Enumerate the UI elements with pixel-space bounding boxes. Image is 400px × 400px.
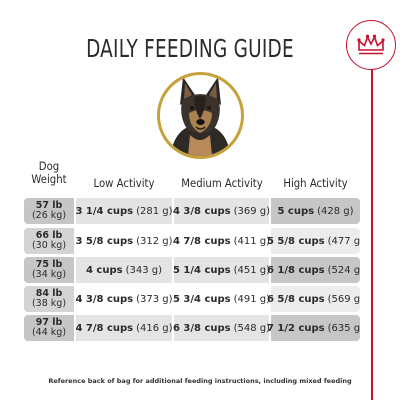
cups-value: 4 7/8 cups [75, 322, 134, 334]
grams-value: (369 g) [233, 205, 271, 217]
cups-value: 5 cups [277, 205, 315, 217]
grams-value: (428 g) [317, 205, 354, 217]
high-activity-cell: 6 5/8 cups(569 g) [267, 286, 360, 312]
cups-value: 4 3/8 cups [172, 205, 231, 217]
header-medium-activity: Medium Activity [181, 176, 263, 190]
cups-value: 5 1/4 cups [172, 264, 231, 276]
header-weight-label: Weight [31, 172, 67, 186]
grams-value: (451 g) [233, 264, 271, 276]
medium-activity-cell: 5 3/4 cups (491 g) [172, 286, 271, 312]
weight-cell: 75 lb (34 kg) [24, 257, 74, 283]
high-activity-cell: 7 1/2 cups(635 g) [267, 315, 360, 341]
cups-value: 4 7/8 cups [172, 235, 231, 247]
grams-value: (373 g) [136, 293, 173, 305]
header-dog-label: Dog [38, 159, 60, 173]
low-activity-cell: 4 cups (343 g) [76, 257, 172, 283]
weight-cell: 57 lb (26 kg) [24, 198, 74, 224]
weight-lb: 57 lb [35, 200, 63, 211]
grams-value: (411 g) [233, 235, 271, 247]
grams-value: (491 g) [233, 293, 271, 305]
brand-logo [346, 20, 396, 70]
weight-lb: 97 lb [35, 317, 63, 328]
header-dog-weight: Dog Weight [27, 160, 71, 186]
cups-value: 5 3/4 cups [172, 293, 231, 305]
low-activity-cell: 4 7/8 cups (416 g) [75, 315, 173, 341]
weight-kg: (38 kg) [31, 298, 67, 309]
weight-kg: (30 kg) [31, 240, 67, 251]
grams-value: (416 g) [136, 322, 173, 334]
footnote: Reference back of bag for additional fee… [48, 377, 352, 385]
cups-value: 4 3/8 cups [75, 293, 134, 305]
header-high-activity: High Activity [283, 176, 348, 190]
grams-value: (524 g) [327, 264, 360, 276]
table-row: 84 lb (38 kg) 4 3/8 cups (373 g) 5 3/4 cu… [24, 286, 360, 312]
medium-activity-cell: 4 3/8 cups (369 g) [172, 198, 271, 224]
table-row: 75 lb (34 kg) 4 cups (343 g) 5 1/4 cups (4… [24, 257, 360, 283]
cups-value: 4 cups [85, 264, 123, 276]
cups-value: 6 5/8 cups [266, 293, 325, 305]
weight-kg: (34 kg) [31, 269, 67, 280]
cups-value: 6 3/8 cups [172, 322, 231, 334]
table-row: 66 lb (30 kg) 3 5/8 cups (312 g) 4 7/8 cu… [24, 228, 360, 254]
grams-value: (548 g) [233, 322, 271, 334]
cups-value: 7 1/2 cups [266, 322, 325, 334]
crown-icon [357, 34, 385, 55]
grams-value: (569 g) [327, 293, 360, 305]
cups-value: 3 1/4 cups [75, 205, 134, 217]
medium-activity-cell: 6 3/8 cups (548 g) [172, 315, 271, 341]
grams-value: (343 g) [125, 264, 163, 276]
grams-value: (281 g) [136, 205, 173, 217]
low-activity-cell: 4 3/8 cups (373 g) [75, 286, 173, 312]
side-divider [371, 62, 373, 400]
low-activity-cell: 3 1/4 cups (281 g) [75, 198, 173, 224]
weight-cell: 97 lb (44 kg) [24, 315, 74, 341]
page-title: DAILY FEEDING GUIDE [86, 34, 294, 63]
weight-cell: 66 lb (30 kg) [24, 228, 74, 254]
high-activity-cell: 6 1/8 cups(524 g) [267, 257, 360, 283]
table-row: 57 lb (26 kg) 3 1/4 cups (281 g) 4 3/8 cu… [24, 198, 360, 224]
weight-cell: 84 lb (38 kg) [24, 286, 74, 312]
weight-kg: (26 kg) [31, 210, 67, 221]
high-activity-cell: 5 5/8 cups(477 g) [267, 228, 360, 254]
grams-value: (312 g) [136, 235, 173, 247]
cups-value: 5 5/8 cups [266, 235, 325, 247]
grams-value: (477 g) [327, 235, 360, 247]
german-shepherd-photo [157, 72, 244, 159]
weight-lb: 84 lb [35, 288, 63, 299]
table-row: 97 lb (44 kg) 4 7/8 cups (416 g) 6 3/8 cu… [24, 315, 360, 341]
cups-value: 3 5/8 cups [75, 235, 134, 247]
high-activity-cell: 5 cups (428 g) [271, 198, 360, 224]
medium-activity-cell: 4 7/8 cups (411 g) [172, 228, 271, 254]
weight-lb: 75 lb [35, 259, 63, 270]
cups-value: 6 1/8 cups [266, 264, 325, 276]
medium-activity-cell: 5 1/4 cups (451 g) [172, 257, 271, 283]
header-low-activity: Low Activity [93, 176, 155, 190]
grams-value: (635 g) [327, 322, 360, 334]
low-activity-cell: 3 5/8 cups (312 g) [75, 228, 173, 254]
weight-lb: 66 lb [35, 230, 63, 241]
weight-kg: (44 kg) [31, 327, 67, 338]
